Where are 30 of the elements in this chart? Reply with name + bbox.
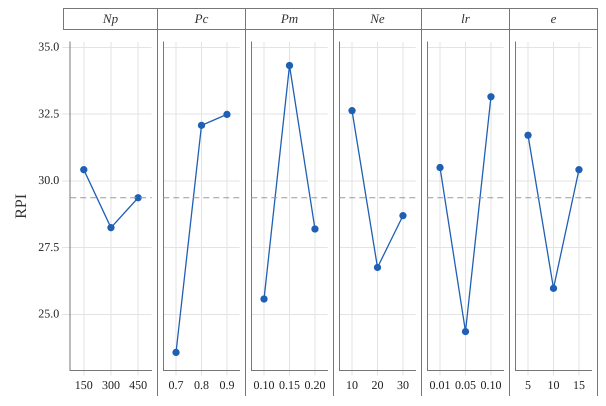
x-tick-label: 450 — [129, 378, 148, 392]
x-tick-label: 0.15 — [279, 378, 300, 392]
x-tick-label: 0.10 — [480, 378, 502, 392]
y-tick-label: 25.0 — [38, 306, 60, 321]
x-tick-label: 300 — [102, 378, 120, 392]
chart-title: Pm — [246, 8, 333, 30]
x-tick-label: 30 — [396, 378, 409, 392]
x-tick-label: 20 — [372, 378, 384, 392]
x-tick-label: 0.7 — [168, 378, 184, 392]
chart-title: e — [510, 8, 597, 30]
x-tick-label: 0.20 — [304, 378, 326, 392]
y-tick-label: 32.5 — [38, 106, 60, 120]
x-tick-label: 5 — [525, 378, 532, 392]
x-tick-label: 0.10 — [254, 378, 275, 392]
y-tick-label: 35.0 — [38, 40, 60, 54]
y-tick-label: 30.0 — [38, 173, 60, 188]
x-tick-label: 0.9 — [219, 378, 234, 392]
y-tick-label: 27.5 — [38, 240, 60, 254]
chart-title: Np — [63, 8, 157, 30]
x-tick-label: 10 — [548, 378, 560, 392]
y-axis-title: RPI — [12, 194, 30, 219]
chart-title: Pc — [158, 8, 245, 30]
x-tick-label: 15 — [572, 378, 585, 392]
chart-title: Ne — [334, 8, 421, 30]
chart-title: lr — [422, 8, 509, 30]
x-tick-label: 0.8 — [194, 378, 209, 392]
x-tick-label: 150 — [74, 378, 93, 392]
x-tick-label: 10 — [346, 378, 358, 392]
x-tick-label: 0.01 — [430, 378, 451, 392]
x-tick-label: 0.05 — [455, 378, 476, 392]
